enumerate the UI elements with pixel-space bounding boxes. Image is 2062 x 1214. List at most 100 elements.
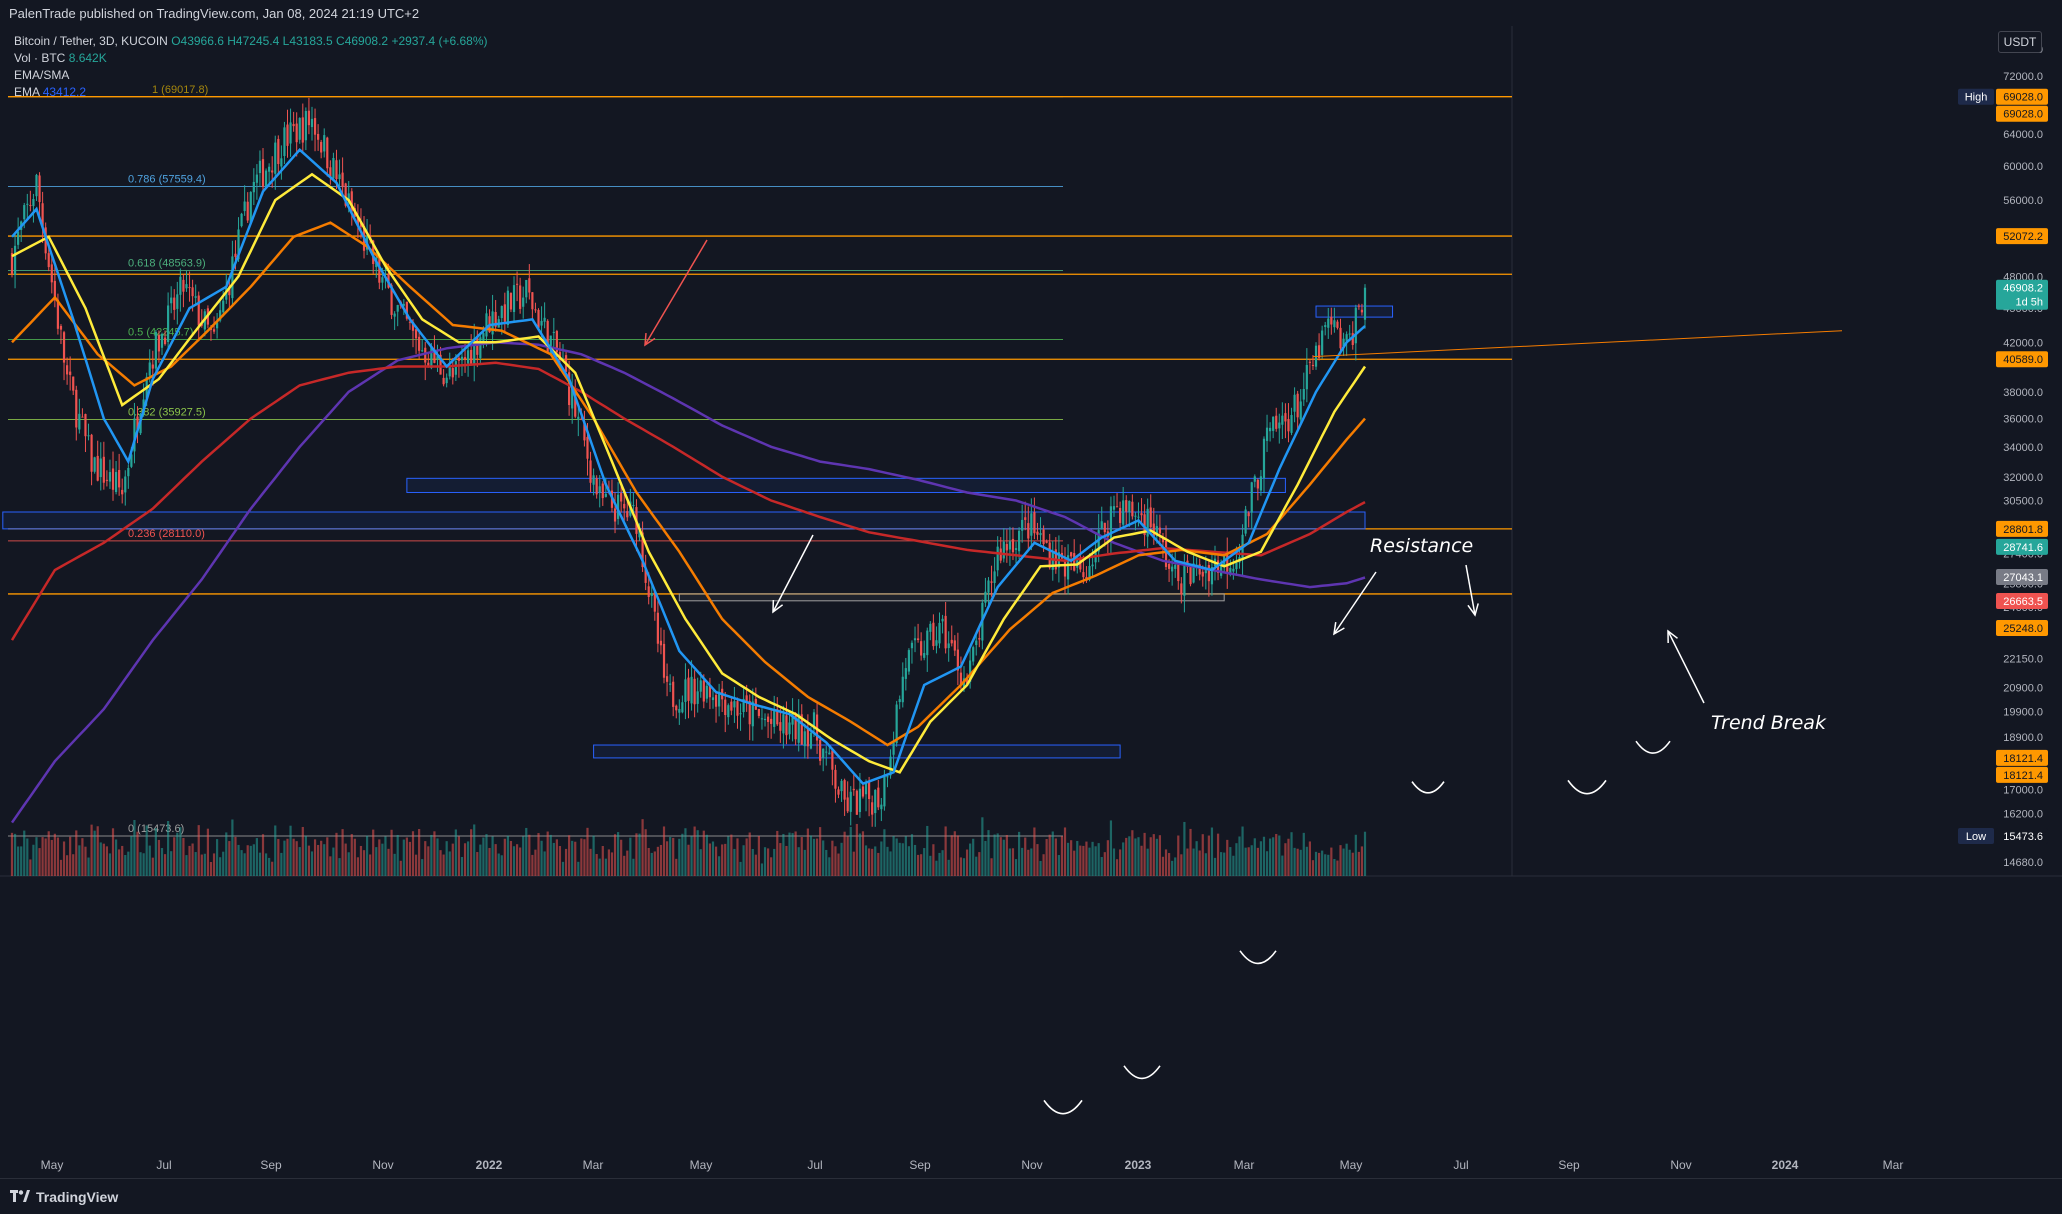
volume-bar <box>1017 831 1021 876</box>
zone-box <box>406 477 1286 493</box>
price-axis[interactable]: 76000.072000.064000.060000.056000.048000… <box>1958 44 2048 869</box>
candle-body <box>1073 553 1076 571</box>
volume-bar <box>929 855 932 876</box>
candle-body <box>356 216 360 227</box>
volume-bar <box>298 847 301 876</box>
volume-bar <box>387 848 390 876</box>
volume-bar <box>1149 837 1152 876</box>
volume-bar <box>1115 859 1119 876</box>
price-tick-label: 16200.0 <box>2003 808 2043 820</box>
candle-body <box>690 676 693 704</box>
candle-body <box>182 279 185 292</box>
zone-box <box>2 511 1366 530</box>
candle-body <box>1223 552 1226 566</box>
candle-body <box>812 712 816 730</box>
candle-body <box>993 571 996 584</box>
candle-body <box>29 205 32 207</box>
candle-body <box>1253 476 1256 482</box>
price-tag-value: 18121.4 <box>2003 753 2043 765</box>
candle-body <box>969 660 972 682</box>
candle-body <box>1180 583 1183 595</box>
volume-bar <box>393 853 396 876</box>
candle-body <box>133 418 136 452</box>
candle-body <box>681 702 684 713</box>
white-arrow-resistance-left-head <box>1333 622 1345 636</box>
candle-body <box>1146 508 1149 537</box>
volume-bar <box>773 848 776 876</box>
volume-bar <box>317 844 320 876</box>
volume-bar <box>1256 847 1259 876</box>
price-tag-bg <box>1996 520 2048 537</box>
volume-bar <box>629 837 632 876</box>
fib-label: 0.382 (35927.5) <box>128 407 206 419</box>
volume-bar <box>684 828 687 876</box>
volume-bar <box>564 848 568 876</box>
currency-unit-button[interactable]: USDT <box>1998 31 2042 53</box>
time-axis[interactable]: May Jul Sep Nov 2022 Mar May Jul Sep Nov 2023 Mar Ma… <box>41 1158 1904 1172</box>
volume-bar <box>515 844 519 876</box>
volume-bar <box>121 845 124 876</box>
legend-ema-row[interactable]: EMA 43412.2 <box>14 84 488 101</box>
volume-bar <box>341 829 344 876</box>
volume-bar <box>197 825 200 876</box>
volume-bar <box>212 853 216 876</box>
ohlc-open: O43966.6 <box>171 34 224 48</box>
volume-bar <box>479 844 482 876</box>
legend-ohlc-row[interactable]: Bitcoin / Tether, 3D, KUCOIN O43966.6 H4… <box>14 33 488 50</box>
candle-body <box>102 456 105 483</box>
candle-body <box>1014 548 1018 550</box>
candle-body <box>433 349 436 363</box>
volume-bar <box>665 841 669 876</box>
volume-bar <box>1192 848 1195 876</box>
legend-ema-sma-row[interactable]: EMA/SMA <box>14 67 488 84</box>
volume-bar <box>264 853 268 876</box>
volume-bar <box>1223 852 1226 876</box>
candle-body <box>751 701 754 727</box>
volume-bar <box>1042 854 1045 876</box>
volume-bar <box>543 851 546 876</box>
candle-body <box>733 701 736 708</box>
volume-bar <box>561 861 565 876</box>
volume-bar <box>1177 835 1180 876</box>
candle-body <box>188 287 191 289</box>
volume-bar <box>411 831 415 876</box>
volume-bar <box>304 835 307 876</box>
volume-bar <box>959 857 963 876</box>
volume-bar <box>356 857 360 876</box>
candle-body <box>310 118 314 128</box>
volume-bar <box>568 835 571 876</box>
volume-bar <box>754 854 757 876</box>
candle-body <box>828 752 831 755</box>
candle-body <box>402 303 405 306</box>
volume-bar <box>1259 841 1263 876</box>
price-tag-bg <box>1996 279 2048 310</box>
volume-bar <box>1097 843 1100 876</box>
legend-volume-row[interactable]: Vol · BTC 8.642K <box>14 50 488 67</box>
volume-bar <box>87 857 90 876</box>
volume-bar <box>1287 838 1290 876</box>
candle-body <box>127 467 130 477</box>
candle-body <box>298 117 301 140</box>
candle-body <box>1005 544 1008 551</box>
volume-bar <box>381 843 384 876</box>
volume-bar <box>831 840 834 876</box>
candle-body <box>1177 564 1180 582</box>
price-tag-value: 26663.5 <box>2003 596 2043 608</box>
tradingview-logo-icon[interactable] <box>10 1189 30 1205</box>
volume-bar <box>497 853 500 876</box>
candle-body <box>522 297 525 307</box>
candle-body <box>323 135 326 152</box>
volume-bar <box>785 845 788 876</box>
volume-bar <box>1161 856 1165 876</box>
candle-body <box>421 350 424 352</box>
time-tick-label: Nov <box>1021 1158 1042 1172</box>
volume-bar <box>938 852 941 876</box>
price-tick-label: 56000.0 <box>2003 195 2043 207</box>
price-tick-label: 14680.0 <box>2003 857 2043 869</box>
volume-bar <box>271 861 274 876</box>
volume-bar <box>1232 855 1235 876</box>
ema-yellow-line <box>11 172 1367 774</box>
volume-bar <box>1045 839 1048 876</box>
volume-bar <box>616 832 620 876</box>
